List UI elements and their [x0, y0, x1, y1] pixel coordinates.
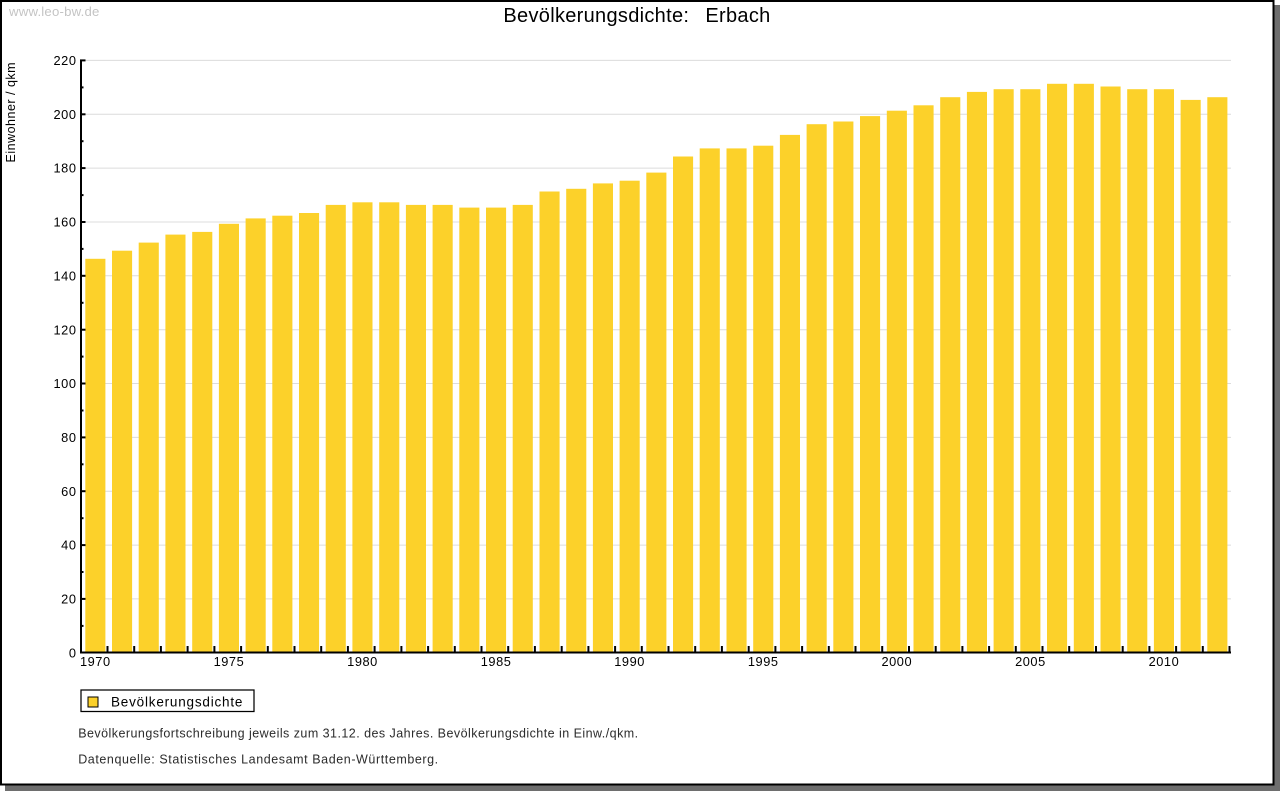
- svg-text:1975: 1975: [214, 654, 245, 669]
- svg-text:Bevölkerungsfortschreibung jew: Bevölkerungsfortschreibung jeweils zum 3…: [78, 726, 638, 740]
- svg-text:20: 20: [61, 592, 76, 607]
- svg-text:Bevölkerungsdichte: Erbach: Bevölkerungsdichte: Erbach: [503, 5, 770, 27]
- svg-text:1985: 1985: [481, 654, 512, 669]
- svg-text:160: 160: [53, 215, 76, 230]
- svg-text:1980: 1980: [347, 654, 378, 669]
- svg-text:220: 220: [53, 53, 76, 68]
- svg-text:1995: 1995: [748, 654, 779, 669]
- svg-text:100: 100: [53, 376, 76, 391]
- svg-text:1990: 1990: [614, 654, 645, 669]
- svg-text:120: 120: [53, 322, 76, 337]
- svg-text:1970: 1970: [80, 654, 111, 669]
- svg-text:2005: 2005: [1015, 654, 1046, 669]
- svg-text:2010: 2010: [1149, 654, 1180, 669]
- svg-text:0: 0: [69, 645, 77, 660]
- svg-text:www.leo-bw.de: www.leo-bw.de: [8, 4, 100, 19]
- svg-text:140: 140: [53, 268, 76, 283]
- svg-text:80: 80: [61, 430, 76, 445]
- svg-text:60: 60: [61, 484, 76, 499]
- svg-text:2000: 2000: [881, 654, 912, 669]
- svg-text:40: 40: [61, 538, 76, 553]
- svg-text:180: 180: [53, 161, 76, 176]
- svg-text:Einwohner / qkm: Einwohner / qkm: [4, 62, 18, 163]
- svg-text:200: 200: [53, 107, 76, 122]
- svg-text:Datenquelle: Statistisches Lan: Datenquelle: Statistisches Landesamt Bad…: [78, 752, 439, 766]
- svg-text:Bevölkerungsdichte: Bevölkerungsdichte: [111, 694, 243, 709]
